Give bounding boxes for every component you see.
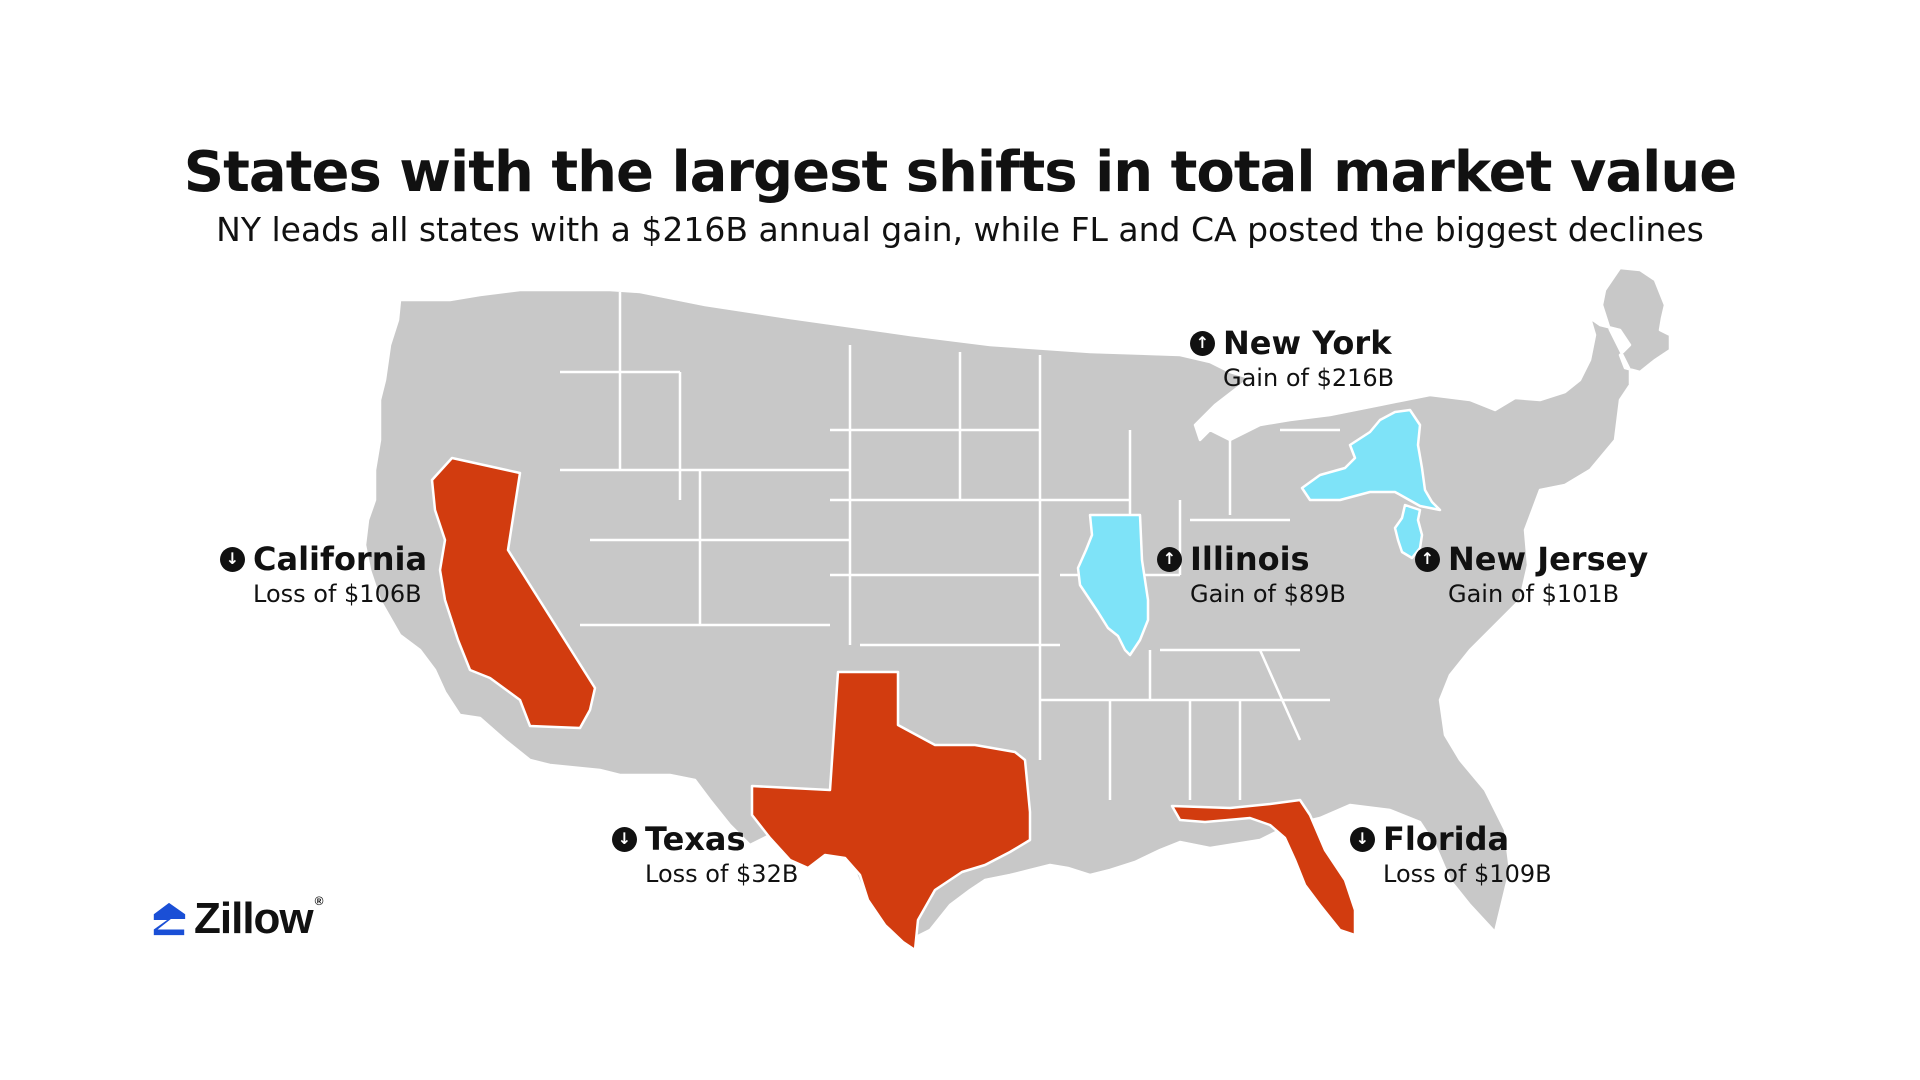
arrow-down-icon: ↓ <box>1350 826 1375 852</box>
state-value: Gain of $216B <box>1223 364 1395 392</box>
chart-title: States with the largest shifts in total … <box>183 140 1737 205</box>
arrow-up-icon: ↑ <box>1157 546 1182 572</box>
state-value: Gain of $101B <box>1448 580 1620 608</box>
state-california <box>430 456 597 730</box>
state-new-jersey <box>1393 503 1424 560</box>
state-name: California <box>253 540 428 578</box>
label-florida: ↓ Florida Loss of $109B <box>1350 820 1552 890</box>
state-name: Florida <box>1383 820 1510 858</box>
zillow-logo: Zillow ® <box>150 894 323 944</box>
label-california: ↓ California Loss of $106B <box>220 540 427 610</box>
state-value: Loss of $106B <box>253 580 422 608</box>
arrow-down-icon: ↓ <box>612 826 637 852</box>
arrow-up-icon: ↑ <box>1415 546 1440 572</box>
state-florida <box>1170 798 1357 937</box>
state-new-york <box>1300 408 1442 512</box>
state-texas <box>750 670 1032 952</box>
state-name: New Jersey <box>1448 540 1649 578</box>
arrow-up-icon: ↑ <box>1190 330 1215 356</box>
state-value: Loss of $32B <box>645 860 799 888</box>
zillow-house-icon <box>153 902 186 936</box>
state-borders <box>560 292 1340 800</box>
zillow-wordmark: Zillow <box>194 894 314 943</box>
state-illinois <box>1076 513 1150 657</box>
label-texas: ↓ Texas Loss of $32B <box>612 820 798 890</box>
arrow-down-icon: ↓ <box>220 546 245 572</box>
label-illinois: ↑ Illinois Gain of $89B <box>1157 540 1346 610</box>
label-new-jersey: ↑ New Jersey Gain of $101B <box>1415 540 1648 610</box>
state-value: Loss of $109B <box>1383 860 1552 888</box>
label-new-york: ↑ New York Gain of $216B <box>1190 324 1394 394</box>
registered-mark: ® <box>314 894 324 908</box>
state-name: New York <box>1223 324 1392 362</box>
us-landmass <box>363 266 1672 942</box>
chart-subtitle: NY leads all states with a $216B annual … <box>216 210 1704 249</box>
state-name: Texas <box>645 820 746 858</box>
state-value: Gain of $89B <box>1190 580 1346 608</box>
state-name: Illinois <box>1190 540 1310 578</box>
